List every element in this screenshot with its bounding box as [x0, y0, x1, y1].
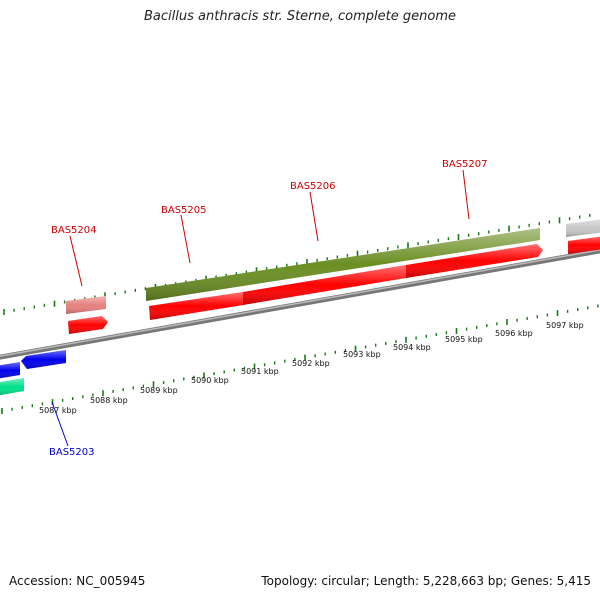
gene-label-bas5203[interactable]: BAS5203 — [49, 447, 95, 458]
scale-label: 5087 kbp — [39, 406, 77, 415]
gene-label-bas5204[interactable]: BAS5204 — [51, 225, 97, 236]
scale-label: 5092 kbp — [292, 359, 330, 368]
gene-bas5206-red[interactable] — [243, 265, 406, 305]
gene-label-bas5207[interactable]: BAS5207 — [442, 159, 488, 170]
genome-summary: Topology: circular; Length: 5,228,663 bp… — [261, 574, 591, 588]
gene-label-bas5205[interactable]: BAS5205 — [161, 205, 207, 216]
gene-red-right[interactable] — [568, 236, 600, 254]
accession-label: Accession: NC_005945 — [9, 574, 146, 588]
scale-label: 5088 kbp — [90, 396, 128, 405]
genome-title: Bacillus anthracis str. Sterne, complete… — [144, 9, 456, 24]
scale-label: 5095 kbp — [445, 335, 483, 344]
gene-bas5203-teal[interactable] — [0, 378, 24, 396]
gene-blue-arrow[interactable] — [21, 350, 66, 369]
scale-label: 5096 kbp — [495, 329, 533, 338]
gene-bas5204-red[interactable] — [68, 316, 108, 334]
gene-bas5204-pink[interactable] — [66, 296, 106, 314]
gene-bas5206-olive[interactable] — [146, 228, 540, 301]
scale-label: 5089 kbp — [140, 386, 178, 395]
scale-label: 5094 kbp — [393, 343, 431, 352]
gene-bas5207-red[interactable] — [406, 244, 543, 278]
scale-label: 5097 kbp — [546, 321, 584, 330]
gene-bas5205-red[interactable] — [149, 292, 243, 320]
label-leaders — [51, 169, 470, 447]
gene-label-bas5206[interactable]: BAS5206 — [290, 181, 336, 192]
scale-label: 5093 kbp — [343, 350, 381, 359]
scale-labels: 5087 kbp 5088 kbp 5089 kbp 5090 kbp 5091… — [39, 321, 584, 415]
gene-gray-right[interactable] — [566, 219, 600, 237]
gene-blue-left[interactable] — [0, 362, 20, 379]
scale-label: 5090 kbp — [191, 376, 229, 385]
backbone — [0, 248, 600, 360]
scale-label: 5091 kbp — [241, 367, 279, 376]
